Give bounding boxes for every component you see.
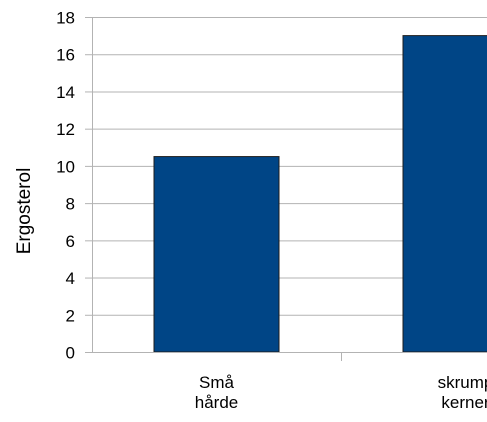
x-tick-label: hårde [195, 393, 238, 412]
y-tick-label: 12 [56, 120, 75, 139]
y-tick-label: 8 [66, 195, 75, 214]
y-tick-label: 18 [56, 9, 75, 28]
y-tick-labels: 0 2 4 6 8 10 12 14 16 18 [56, 9, 75, 363]
bars [153, 35, 487, 353]
bar-0 [153, 156, 280, 353]
x-tick-label: kerner [441, 393, 487, 412]
y-tick-label: 0 [66, 344, 75, 363]
y-tick-label: 4 [66, 269, 75, 288]
y-tick-label: 2 [66, 306, 75, 325]
y-tick-label: 6 [66, 232, 75, 251]
x-tick-label: skrump [438, 373, 487, 392]
x-tick-label: Små [199, 373, 235, 392]
y-tick-label: 14 [56, 83, 75, 102]
y-tick-label: 16 [56, 46, 75, 65]
y-tick-label: 10 [56, 157, 75, 176]
axes [85, 17, 487, 361]
bar-1 [402, 35, 487, 353]
y-axis-title: Ergosterol [14, 168, 35, 255]
